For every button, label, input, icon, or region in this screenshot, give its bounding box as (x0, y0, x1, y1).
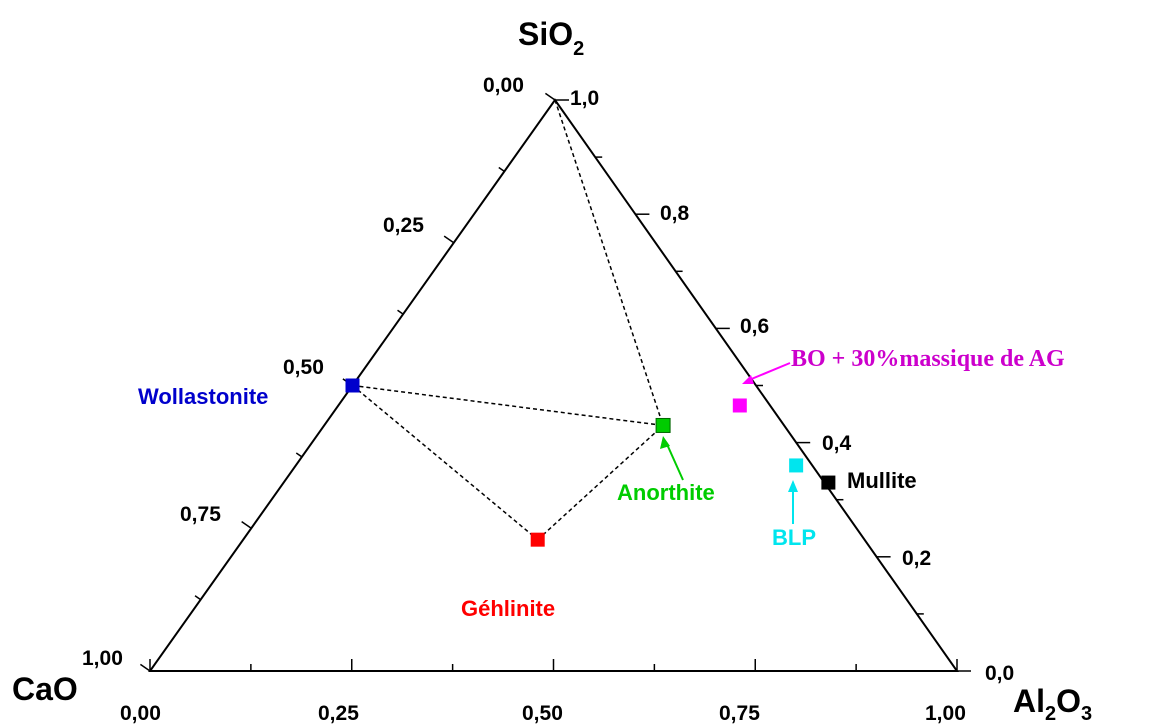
arrow-blp-head (788, 480, 798, 492)
label-mullite: Mullite (847, 468, 917, 493)
arrow-anorthite (665, 441, 684, 481)
left-tick-label: 0,00 (483, 74, 524, 97)
point-labels: Wollastonite Anorthite Géhlinite BO + 30… (138, 346, 1065, 621)
point-anorthite (655, 417, 671, 433)
label-blp: BLP (772, 525, 816, 550)
bottom-tick-label: 0,50 (522, 702, 563, 725)
arrow-bo (748, 362, 791, 381)
left-tick (241, 521, 252, 529)
tie-line (352, 384, 664, 427)
point-wollastonite (345, 378, 360, 393)
right-tick-label: 0,6 (740, 315, 769, 338)
vertex-label-cao: CaO (12, 671, 78, 707)
right-tick-label: 0,8 (660, 202, 690, 225)
left-tick (194, 595, 202, 601)
vertex-label-sio2: SiO2 (518, 16, 584, 60)
label-bo-ag: BO + 30%massique de AG (791, 346, 1065, 372)
left-tick (139, 663, 151, 672)
left-tick (544, 92, 556, 101)
left-tick-label: 0,75 (180, 503, 221, 526)
data-points (345, 378, 836, 547)
bottom-tick-label: 0,00 (120, 702, 161, 725)
label-wollastonite: Wollastonite (138, 384, 268, 409)
point-blp (789, 458, 804, 473)
left-axis-labels: 0,00 0,25 0,50 0,75 1,00 (82, 74, 524, 670)
left-tick-label: 1,00 (82, 647, 123, 670)
triangle-frame (148, 98, 959, 672)
tie-line (537, 424, 664, 541)
left-tick (397, 309, 404, 315)
tie-line (554, 99, 664, 426)
arrow-bo-head (742, 375, 754, 384)
left-tick (498, 166, 505, 172)
bottom-tick-label: 1,00 (925, 702, 966, 725)
label-gehlinite: Géhlinite (461, 596, 555, 621)
left-tick (443, 235, 455, 244)
bottom-axis-labels: 0,00 0,25 0,50 0,75 1,00 (120, 702, 966, 725)
right-tick-label: 0,4 (822, 432, 852, 455)
left-tick (295, 452, 303, 458)
vertex-label-al2o3: Al2O3 (1013, 683, 1092, 725)
point-mullite (821, 475, 836, 490)
right-tick-label: 1,0 (570, 87, 599, 110)
arrow-anorthite-head (660, 436, 670, 449)
tie-line (352, 384, 539, 541)
bottom-tick-label: 0,25 (318, 702, 359, 725)
left-tick-label: 0,50 (283, 356, 324, 379)
right-axis-labels: 1,0 0,8 0,6 0,4 0,2 0,0 (570, 87, 1014, 685)
annotation-arrows (660, 362, 798, 524)
tick-marks (139, 92, 971, 672)
left-tick-label: 0,25 (383, 214, 424, 237)
right-tick-label: 0,0 (985, 662, 1014, 685)
label-anorthite: Anorthite (617, 480, 715, 505)
point-g-hlinite (530, 532, 545, 547)
point-bo-30-massique-de-ag (732, 398, 747, 413)
tie-lines (352, 99, 664, 541)
bottom-tick-label: 0,75 (719, 702, 760, 725)
right-tick-label: 0,2 (902, 547, 931, 570)
